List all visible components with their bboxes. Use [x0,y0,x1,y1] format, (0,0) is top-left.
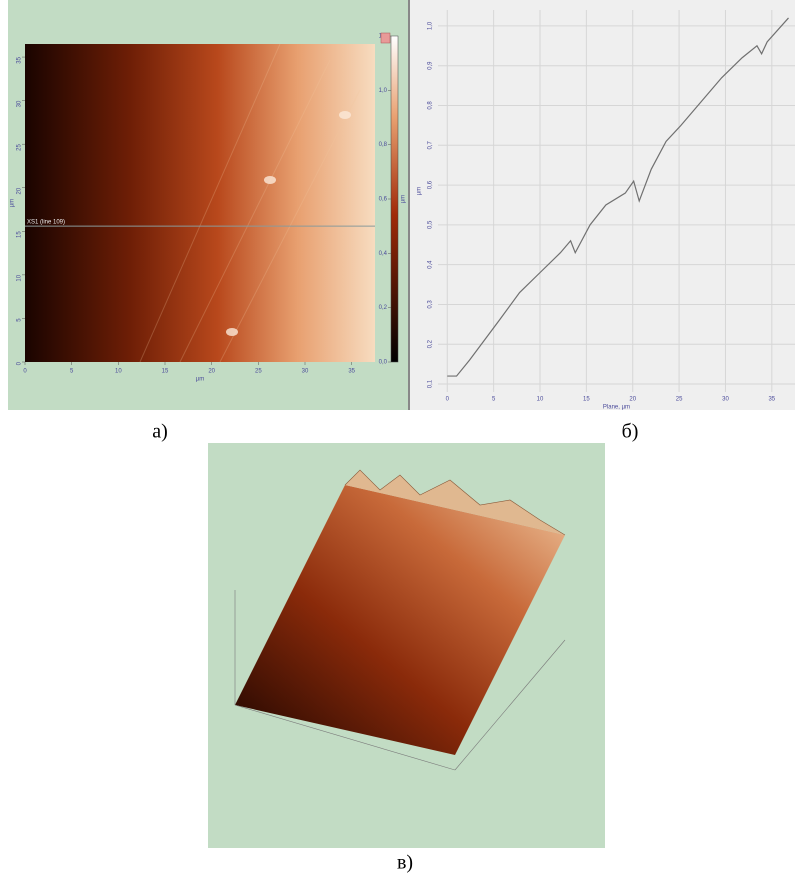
y-tick-label: 0,3 [428,300,434,309]
afm-image [25,44,375,362]
x-tick-label: 30 [722,397,729,403]
colorbar [390,35,399,363]
y-tick-label: 5 [17,318,23,322]
y-tick-label: 25 [17,144,23,151]
y-tick-label: 30 [17,100,23,107]
colorbar-tick-label: 0,2 [379,305,388,311]
y-tick-label: 0,4 [428,260,434,269]
surface-3d [235,485,565,755]
x-tick-label: 10 [115,369,122,375]
x-tick-label: 30 [302,369,309,375]
y-tick-label: 0,8 [428,101,434,110]
caption: в) [397,852,413,874]
x-tick-label: 35 [348,369,355,375]
y-tick-label: 35 [17,56,23,63]
x-tick-label: 25 [255,369,262,375]
y-tick-label: 0,1 [428,379,434,388]
y-tick-label: 1,0 [428,21,434,30]
y-tick-label: 20 [17,187,23,194]
y-tick-label: 0 [17,361,23,365]
x-tick-label: 20 [208,369,215,375]
y-tick-label: 10 [17,274,23,281]
colorbar-label: µm [401,195,407,203]
x-tick-label: 15 [583,397,590,403]
x-axis-label: Plane, µm [603,405,630,411]
y-tick-label: 0,6 [428,180,434,189]
colorbar-tick-label: 0,6 [379,197,388,203]
x-axis-label: µm [196,377,204,383]
caption: а) [152,421,168,443]
x-tick-label: 25 [676,397,683,403]
x-tick-label: 20 [629,397,636,403]
y-tick-label: 0,9 [428,61,434,70]
axes-3d [234,590,566,771]
x-tick-label: 0 [446,397,450,403]
caption: б) [622,421,639,443]
y-axis-label: µm [417,187,423,195]
colorbar-tick-label: 0,0 [379,360,388,366]
y-axis-label: µm [10,199,16,207]
line-series [447,17,789,377]
x-tick-label: 35 [768,397,775,403]
y-tick-label: 15 [17,231,23,238]
surface-edge [344,469,566,536]
y-tick-label: 0,7 [428,140,434,149]
colorbar-tick-label: 0,8 [379,142,388,148]
x-tick-label: 0 [23,369,27,375]
x-tick-label: 15 [162,369,169,375]
colorbar-tick-label: 0,4 [379,251,388,257]
colorbar-handle [380,32,391,44]
y-tick-label: 0,5 [428,220,434,229]
colorbar-tick-label: 1,0 [379,88,388,94]
annotation: XS1 (line 109) [27,220,65,226]
x-tick-label: 5 [492,397,496,403]
x-tick-label: 5 [70,369,74,375]
panel-b-bg [410,0,795,410]
x-tick-label: 10 [537,397,544,403]
y-tick-label: 0,2 [428,339,434,348]
